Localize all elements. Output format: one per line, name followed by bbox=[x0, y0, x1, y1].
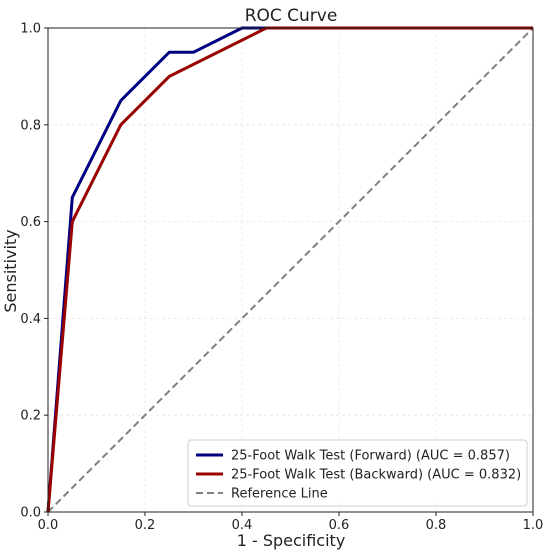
legend-box bbox=[187, 439, 528, 507]
x-tick-label: 0.6 bbox=[329, 518, 350, 533]
y-axis-title: Sensitivity bbox=[1, 229, 20, 312]
y-tick-label: 0.4 bbox=[20, 312, 41, 327]
chart-title: ROC Curve bbox=[245, 6, 338, 26]
x-tick-label: 0.2 bbox=[135, 518, 156, 533]
reference-layer bbox=[47, 27, 534, 513]
x-tick-label: 0.4 bbox=[232, 518, 253, 533]
reference-line bbox=[47, 27, 534, 513]
legend: 25-Foot Walk Test (Forward) (AUC = 0.857… bbox=[187, 439, 528, 507]
y-tick-label: 0.2 bbox=[20, 409, 41, 424]
plot-frame bbox=[47, 27, 534, 513]
y-tick-label: 0.0 bbox=[20, 506, 41, 521]
legend-label: Reference Line bbox=[231, 487, 328, 502]
y-tick-label: 0.8 bbox=[20, 118, 41, 133]
y-tick-label: 1.0 bbox=[20, 22, 41, 37]
legend-label: 25-Foot Walk Test (Forward) (AUC = 0.857… bbox=[231, 449, 510, 464]
legend-label: 25-Foot Walk Test (Backward) (AUC = 0.83… bbox=[231, 468, 521, 483]
x-tick-label: 0.8 bbox=[426, 518, 447, 533]
tick-layer: 0.0 0.2 0.4 0.6 0.8 1.0 0.0 0.2 0.4 0.6 0.8 1.0 bbox=[20, 22, 543, 534]
x-tick-label: 1.0 bbox=[523, 518, 544, 533]
y-tick-label: 0.6 bbox=[20, 215, 41, 230]
x-axis-title: 1 - Specificity bbox=[237, 531, 346, 550]
x-tick-label: 0.0 bbox=[38, 518, 59, 533]
